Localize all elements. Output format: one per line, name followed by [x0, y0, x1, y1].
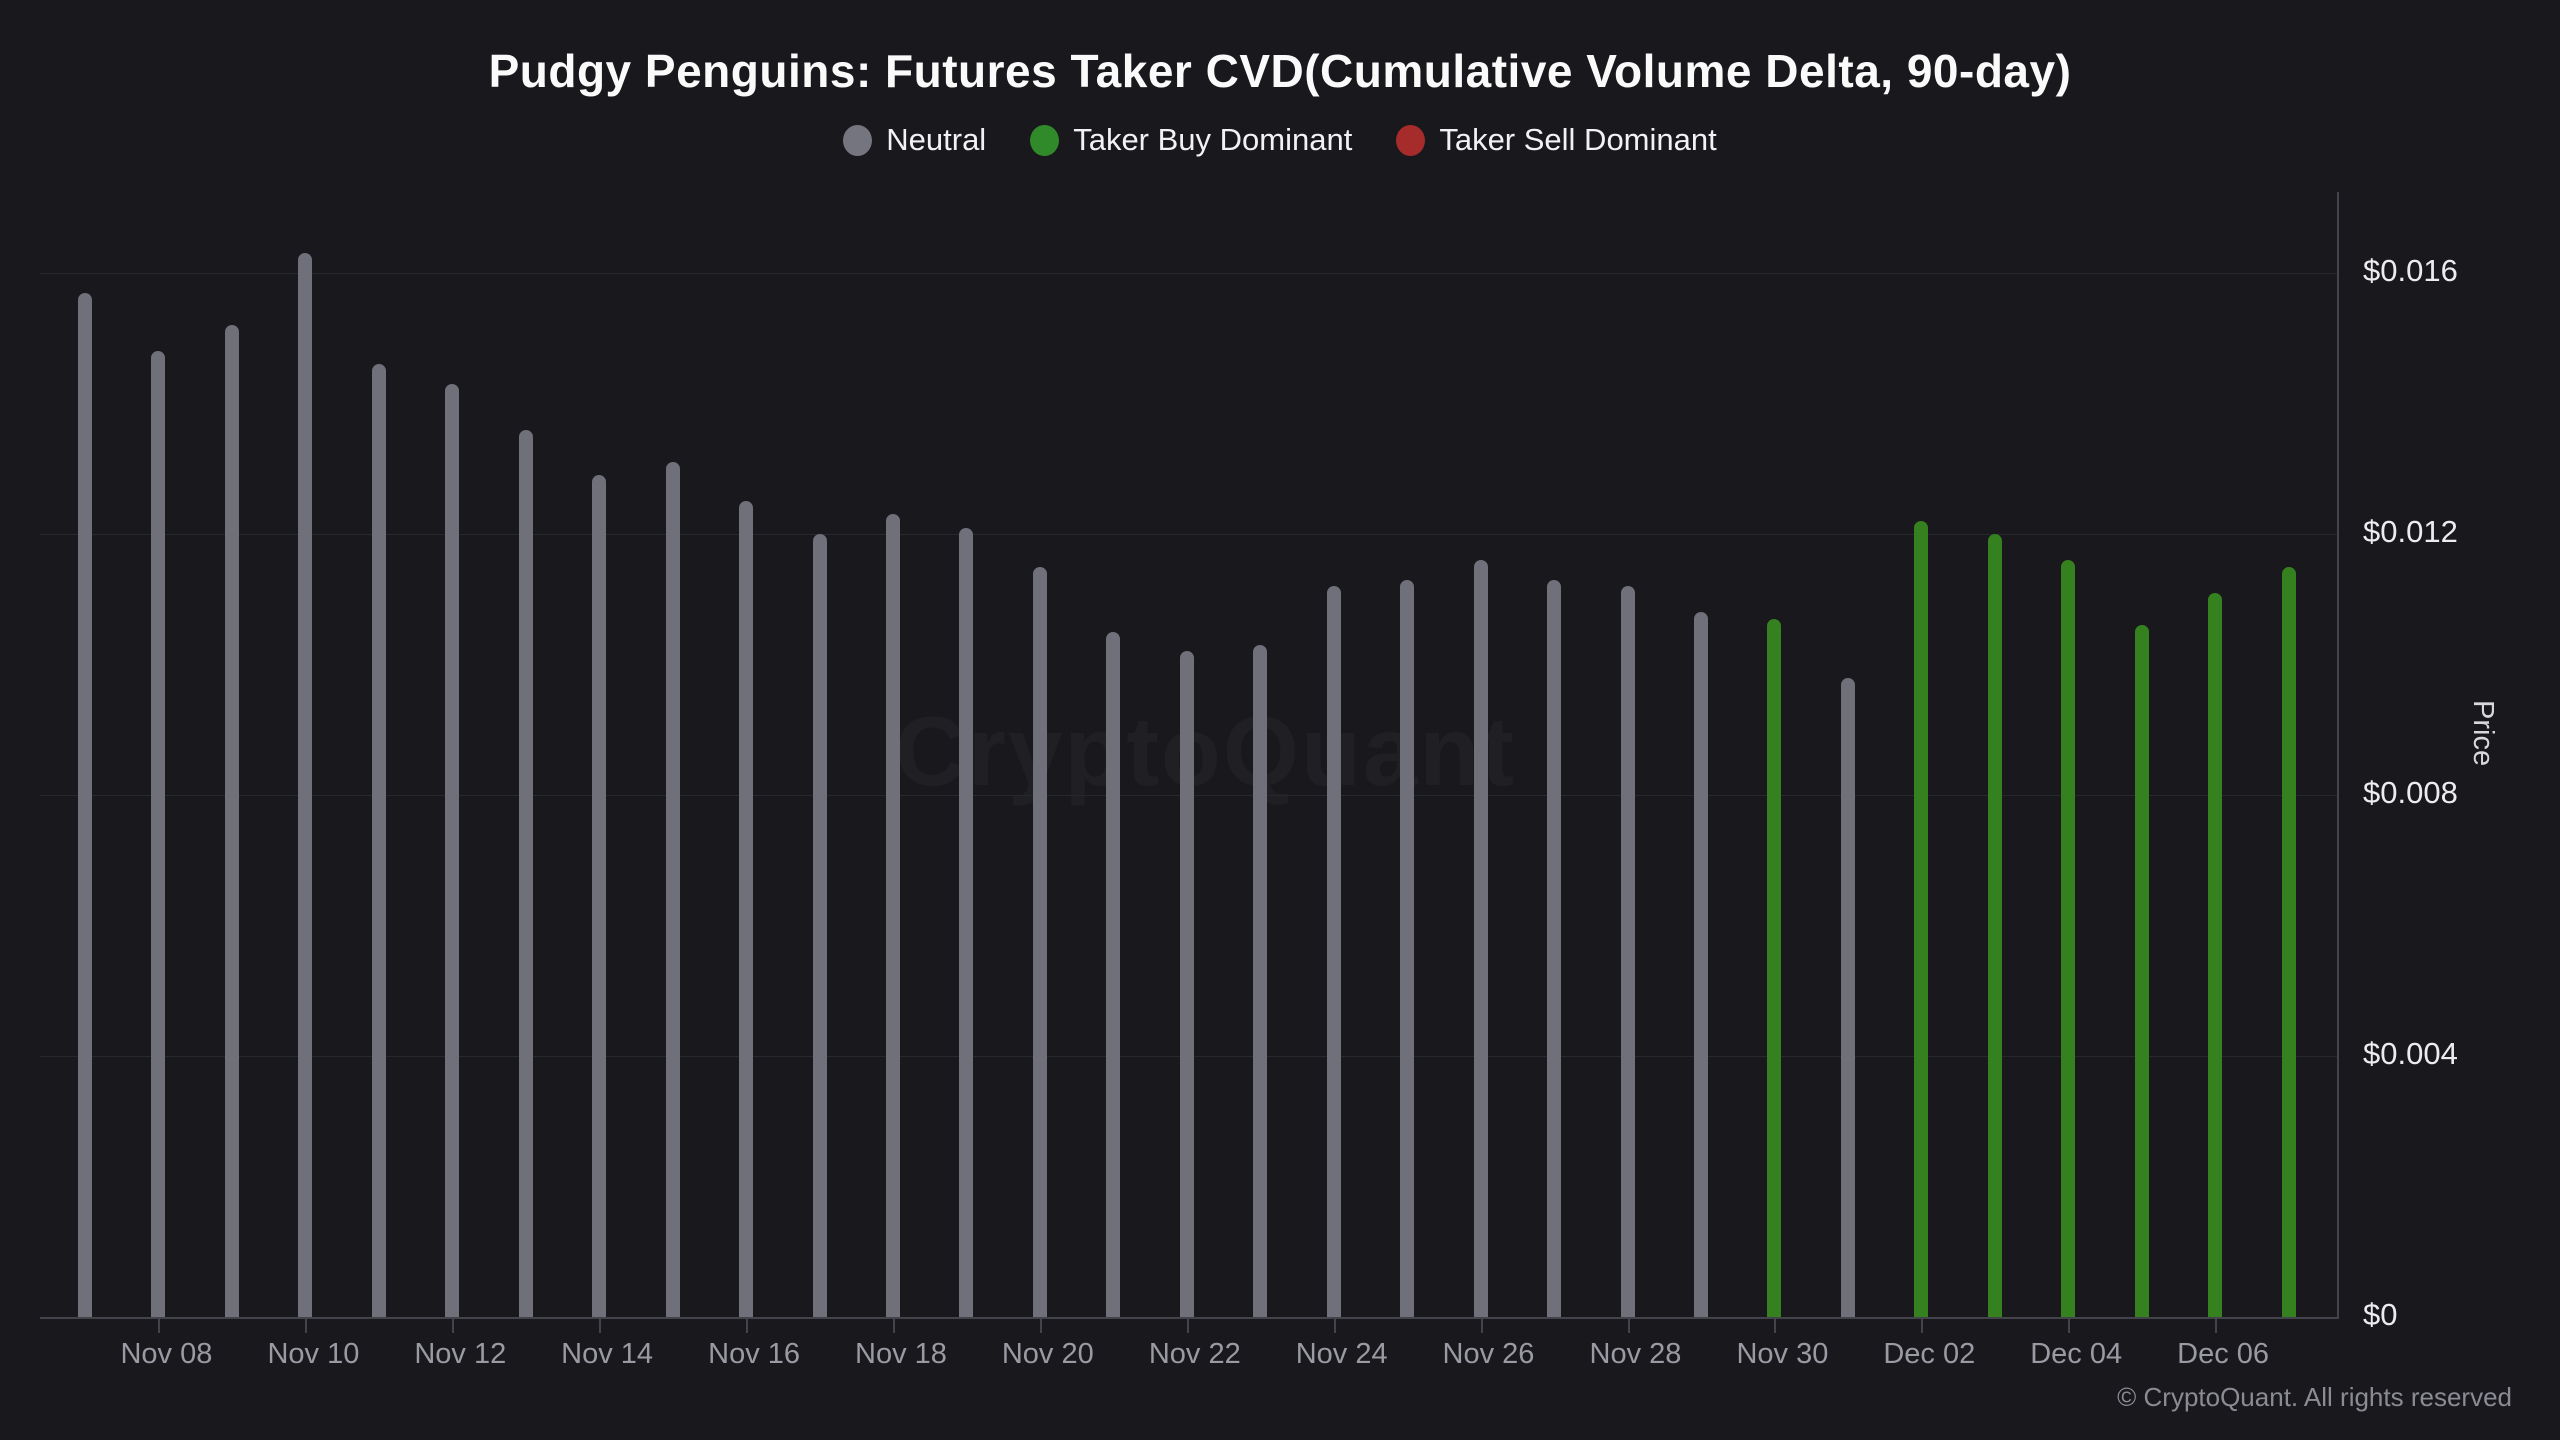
x-tick — [1627, 1319, 1630, 1333]
bar-nov-08[interactable] — [151, 351, 166, 1317]
sell-dot-icon — [1396, 124, 1426, 156]
bar-nov-28[interactable] — [1620, 586, 1635, 1317]
bar-nov-15[interactable] — [665, 462, 680, 1317]
x-tick — [1774, 1319, 1777, 1333]
legend: Neutral Taker Buy Dominant Taker Sell Do… — [0, 122, 2560, 158]
legend-item-taker-sell[interactable]: Taker Sell Dominant — [1396, 122, 1717, 158]
bar-nov-11[interactable] — [371, 364, 386, 1317]
bar-dec-06[interactable] — [2208, 592, 2223, 1317]
bar-nov-10[interactable] — [298, 253, 313, 1317]
y-tick-label: $0.016 — [2363, 253, 2458, 288]
bar-nov-19[interactable] — [959, 527, 974, 1317]
bar-nov-16[interactable] — [739, 501, 754, 1317]
x-tick-label-nov-16: Nov 16 — [708, 1338, 801, 1370]
x-tick — [1480, 1319, 1483, 1333]
bar-nov-12[interactable] — [445, 383, 460, 1317]
bar-nov-21[interactable] — [1106, 631, 1121, 1317]
x-tick — [305, 1319, 308, 1333]
bar-nov-24[interactable] — [1326, 586, 1341, 1317]
x-tick-label-nov-12: Nov 12 — [414, 1338, 507, 1370]
x-tick-label-dec-04: Dec 04 — [2030, 1338, 2123, 1370]
x-tick — [2215, 1319, 2218, 1333]
x-tick-label-nov-30: Nov 30 — [1736, 1338, 1829, 1370]
legend-label-neutral: Neutral — [886, 122, 987, 157]
x-tick — [746, 1319, 749, 1333]
gridline-0.012 — [40, 534, 2337, 535]
legend-item-neutral[interactable]: Neutral — [843, 122, 986, 158]
x-tick-label-nov-08: Nov 08 — [120, 1338, 213, 1370]
bar-nov-26[interactable] — [1473, 560, 1488, 1317]
legend-label-taker-buy: Taker Buy Dominant — [1073, 122, 1353, 157]
bar-nov-20[interactable] — [1032, 566, 1047, 1317]
bar-nov-29[interactable] — [1693, 612, 1708, 1317]
buy-dot-icon — [1030, 124, 1060, 156]
x-tick — [158, 1319, 161, 1333]
bar-dec-07[interactable] — [2281, 566, 2296, 1317]
x-tick — [599, 1319, 602, 1333]
neutral-dot-icon — [843, 124, 873, 156]
bar-nov-17[interactable] — [812, 534, 827, 1317]
x-axis-line — [40, 1317, 2337, 1319]
bar-nov-18[interactable] — [886, 514, 900, 1317]
x-tick — [2068, 1319, 2071, 1333]
x-tick-label-nov-14: Nov 14 — [561, 1338, 654, 1370]
bar-nov-25[interactable] — [1400, 579, 1415, 1317]
x-tick-label-nov-28: Nov 28 — [1589, 1338, 1682, 1370]
bar-dec-05[interactable] — [2134, 625, 2149, 1317]
legend-label-taker-sell: Taker Sell Dominant — [1439, 122, 1717, 157]
bar-nov-23[interactable] — [1253, 644, 1268, 1317]
y-axis-title: Price — [2467, 700, 2499, 767]
legend-item-taker-buy[interactable]: Taker Buy Dominant — [1030, 122, 1352, 158]
bar-nov-14[interactable] — [592, 475, 607, 1317]
y-tick-label: $0.008 — [2363, 775, 2458, 810]
copyright-text: © CryptoQuant. All rights reserved — [2117, 1382, 2512, 1412]
x-tick — [452, 1319, 455, 1333]
y-tick-label: $0 — [2363, 1297, 2398, 1332]
y-axis-line — [2337, 192, 2339, 1319]
x-tick-label-nov-22: Nov 22 — [1148, 1338, 1241, 1370]
x-tick-label-nov-18: Nov 18 — [855, 1338, 947, 1370]
x-tick — [1333, 1319, 1336, 1333]
x-tick — [1039, 1319, 1042, 1333]
x-tick — [893, 1319, 895, 1333]
bar-dec-03[interactable] — [1987, 534, 2002, 1317]
x-tick-label-nov-20: Nov 20 — [1001, 1338, 1094, 1370]
bar-nov-22[interactable] — [1179, 651, 1194, 1317]
x-tick — [1186, 1319, 1189, 1333]
bar-nov-27[interactable] — [1547, 579, 1561, 1317]
x-tick-label-nov-26: Nov 26 — [1442, 1338, 1535, 1370]
bar-nov-30[interactable] — [1767, 618, 1782, 1317]
bar-dec-04[interactable] — [2061, 560, 2076, 1317]
bar-dec-02[interactable] — [1914, 520, 1929, 1317]
bar-nov-09[interactable] — [224, 325, 239, 1317]
x-tick-label-dec-02: Dec 02 — [1883, 1338, 1976, 1370]
bar-nov-07[interactable] — [78, 292, 92, 1317]
gridline-0.016 — [40, 273, 2337, 274]
bar-nov-13[interactable] — [518, 429, 533, 1317]
chart-title: Pudgy Penguins: Futures Taker CVD(Cumula… — [488, 45, 2072, 97]
x-tick-label-nov-10: Nov 10 — [267, 1338, 360, 1370]
watermark: CryptoQuant — [895, 695, 1516, 808]
y-tick-label: $0.004 — [2363, 1036, 2458, 1071]
x-tick-label-dec-06: Dec 06 — [2177, 1338, 2270, 1370]
x-tick-label-nov-24: Nov 24 — [1295, 1338, 1388, 1370]
x-tick — [1921, 1319, 1924, 1333]
y-tick-label: $0.012 — [2363, 514, 2458, 549]
bar-dec-01[interactable] — [1840, 677, 1855, 1317]
